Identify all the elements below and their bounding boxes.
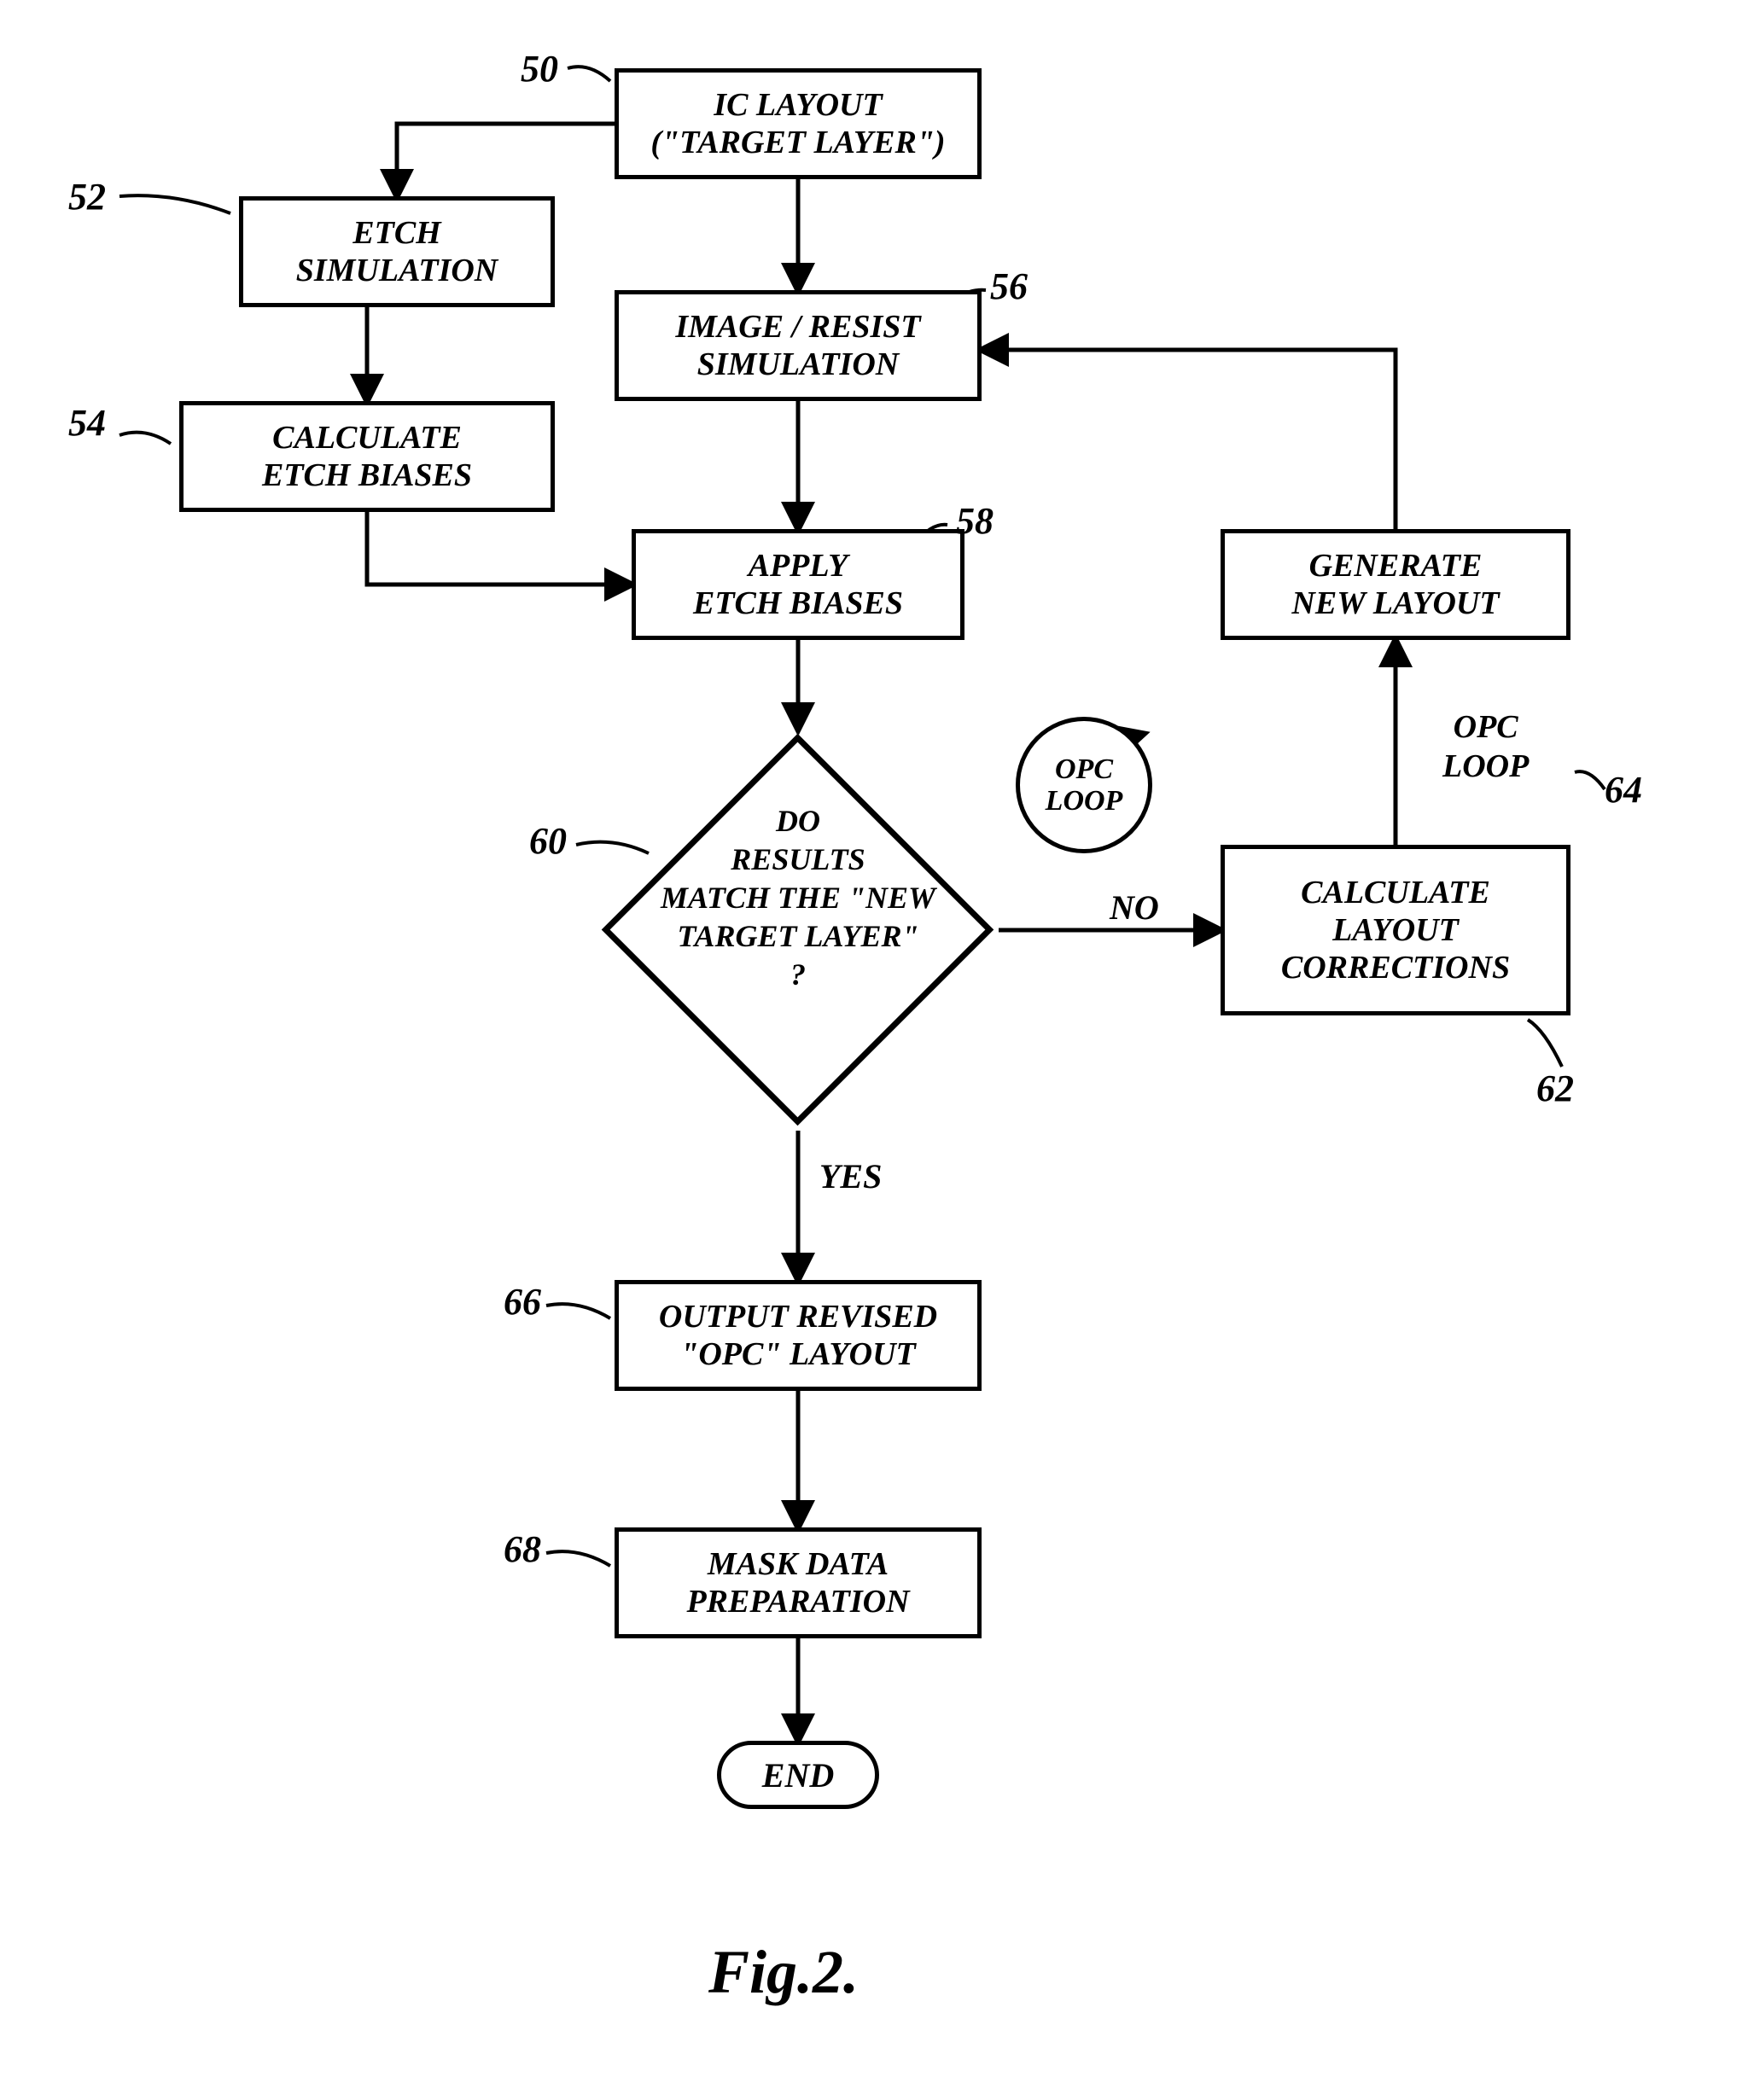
text: ETCHSIMULATION [296, 214, 498, 289]
box-calculate-layout-corrections: CALCULATELAYOUTCORRECTIONS [1221, 845, 1570, 1015]
text: END [762, 1755, 834, 1795]
box-apply-etch-biases: APPLYETCH BIASES [632, 529, 964, 640]
text: OPCLOOP [1442, 709, 1529, 784]
box-etch-simulation: ETCHSIMULATION [239, 196, 555, 307]
ref-54: 54 [68, 401, 106, 445]
ref-58: 58 [956, 499, 994, 543]
box-image-resist-simulation: IMAGE / RESISTSIMULATION [615, 290, 982, 401]
end-terminator: END [717, 1741, 879, 1809]
label-yes: YES [819, 1156, 882, 1196]
box-ic-layout: IC LAYOUT("TARGET LAYER") [615, 68, 982, 179]
label-opc-loop: OPCLOOP [1442, 708, 1529, 786]
text: MASK DATAPREPARATION [686, 1545, 909, 1620]
ref-62: 62 [1536, 1067, 1574, 1110]
text: IC LAYOUT("TARGET LAYER") [650, 86, 945, 161]
box-output-revised-opc-layout: OUTPUT REVISED"OPC" LAYOUT [615, 1280, 982, 1391]
ref-56: 56 [990, 265, 1028, 308]
figure-caption: Fig.2. [708, 1937, 859, 2008]
text: OPCLOOP [1046, 753, 1123, 817]
ref-66: 66 [504, 1280, 541, 1323]
text: CALCULATELAYOUTCORRECTIONS [1281, 874, 1510, 986]
ref-52: 52 [68, 175, 106, 218]
ref-60: 60 [529, 819, 567, 863]
text: OUTPUT REVISED"OPC" LAYOUT [659, 1298, 937, 1373]
ref-64: 64 [1605, 768, 1642, 811]
box-calculate-etch-biases: CALCULATEETCH BIASES [179, 401, 555, 512]
decision-diamond [602, 734, 994, 1126]
text: GENERATENEW LAYOUT [1291, 547, 1499, 622]
text: APPLYETCH BIASES [693, 547, 903, 622]
ref-68: 68 [504, 1527, 541, 1571]
text: CALCULATEETCH BIASES [262, 419, 472, 494]
label-no: NO [1110, 887, 1159, 928]
box-generate-new-layout: GENERATENEW LAYOUT [1221, 529, 1570, 640]
ref-50: 50 [521, 47, 558, 90]
text: IMAGE / RESISTSIMULATION [675, 308, 920, 383]
box-mask-data-preparation: MASK DATAPREPARATION [615, 1527, 982, 1638]
opc-loop-circle: OPCLOOP [1016, 717, 1152, 853]
